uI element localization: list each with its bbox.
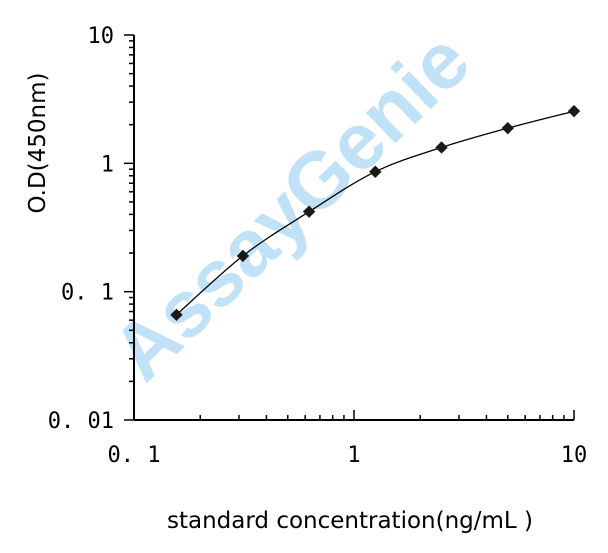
x-tick-label: 1 (347, 443, 360, 468)
x-axis-title: standard concentration(ng/mL ) (167, 508, 533, 534)
data-point (236, 249, 250, 263)
axes: 0. 1 1 10 0. 01 0. 1 1 10 (48, 24, 587, 468)
x-tick-label: 10 (561, 443, 588, 468)
data-point (302, 205, 316, 218)
watermark-text: AssayGenie (95, 15, 486, 397)
x-tick-label: 0. 1 (108, 443, 161, 468)
y-tick-label: 0. 1 (61, 281, 114, 306)
y-tick-label: 10 (88, 24, 115, 49)
data-points-layer (170, 104, 581, 322)
data-point (501, 121, 514, 135)
data-point (567, 104, 581, 118)
data-point (369, 165, 382, 178)
data-point (170, 308, 183, 322)
y-tick-label: 0. 01 (48, 409, 114, 434)
data-point (435, 141, 448, 154)
y-tick-label: 1 (101, 152, 114, 177)
y-axis-title: O.D(450nm) (25, 72, 51, 213)
